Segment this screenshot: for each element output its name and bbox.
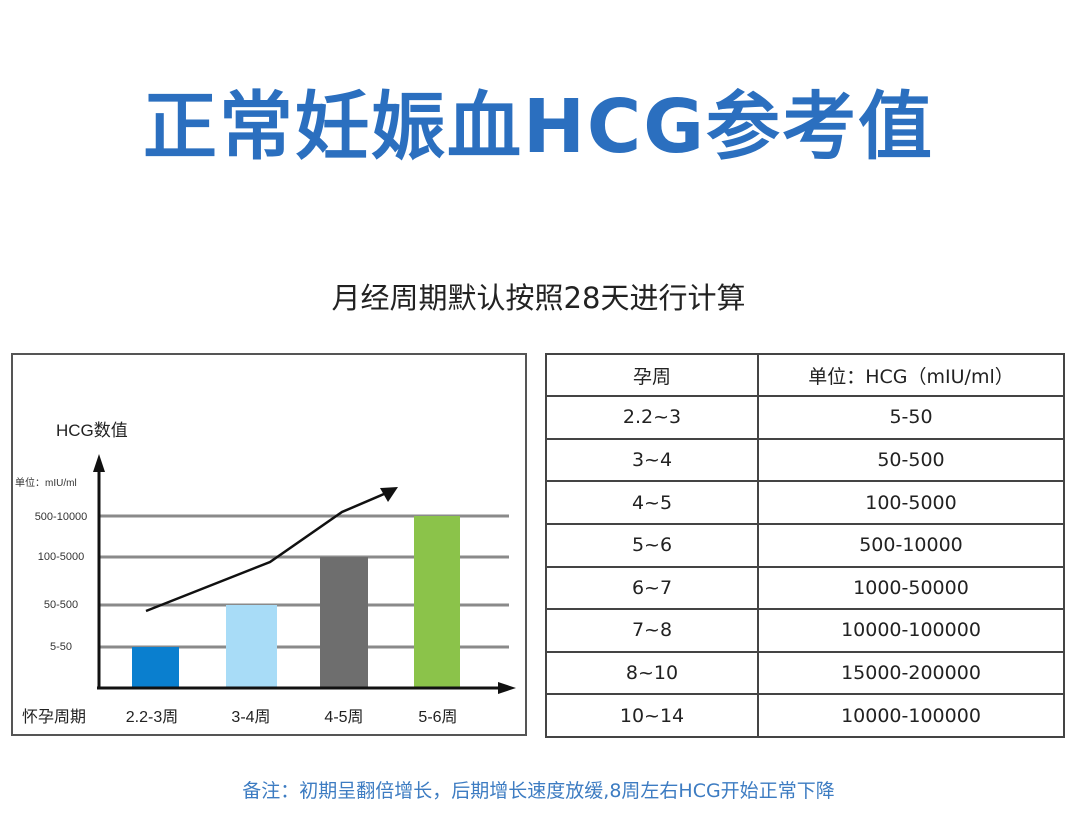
bar-2-2-3 — [132, 647, 179, 688]
cell-week: 3~4 — [545, 437, 759, 483]
y-tick: 500-10000 — [35, 511, 88, 523]
y-tick: 100-5000 — [38, 551, 85, 563]
page-title: 正常妊娠血HCG参考值 — [143, 84, 934, 170]
x-tick: 2.2-3周 — [126, 709, 178, 726]
cell-hcg: 15000-200000 — [757, 650, 1065, 696]
header-week: 孕周 — [545, 353, 759, 397]
y-tick: 5-50 — [50, 641, 72, 653]
cell-week: 2.2~3 — [545, 395, 759, 440]
x-tick: 4-5周 — [324, 709, 363, 726]
header-hcg-unit: 单位：HCG（mIU/ml） — [757, 353, 1065, 397]
page-subtitle: 月经周期默认按照28天进行计算 — [331, 281, 746, 315]
cell-week: 6~7 — [545, 565, 759, 611]
y-axis-title: HCG数值 — [56, 421, 128, 440]
hcg-bar-chart: HCG数值 单位：mIU/ml 500-10000 100-5000 50-50… — [11, 353, 527, 736]
footnote: 备注：初期呈翻倍增长，后期增长速度放缓,8周左右HCG开始正常下降 — [242, 780, 835, 802]
y-tick: 50-500 — [44, 599, 78, 611]
cell-week: 8~10 — [545, 650, 759, 696]
table-row: 8~10 15000-200000 — [545, 650, 1065, 696]
cell-hcg: 1000-50000 — [757, 565, 1065, 611]
cell-hcg: 10000-100000 — [757, 608, 1065, 653]
cell-week: 7~8 — [545, 608, 759, 653]
cell-week: 5~6 — [545, 522, 759, 568]
cell-hcg: 10000-100000 — [757, 693, 1065, 738]
table-row: 3~4 50-500 — [545, 437, 1065, 483]
table-row: 4~5 100-5000 — [545, 480, 1065, 525]
cell-week: 4~5 — [545, 480, 759, 525]
table-row: 5~6 500-10000 — [545, 522, 1065, 568]
x-axis-title: 怀孕周期 — [22, 708, 86, 726]
bar-4-5 — [320, 557, 368, 688]
y-axis-unit: 单位：mIU/ml — [15, 476, 77, 489]
x-tick: 5-6周 — [418, 709, 457, 726]
table-row: 2.2~3 5-50 — [545, 395, 1065, 440]
hcg-reference-table: 孕周 单位：HCG（mIU/ml） 2.2~3 5-50 3~4 50-500 4~… — [545, 353, 1065, 738]
table-row: 10~14 10000-100000 — [545, 693, 1065, 738]
table-header-row: 孕周 单位：HCG（mIU/ml） — [545, 353, 1065, 397]
cell-hcg: 5-50 — [757, 395, 1065, 440]
cell-hcg: 500-10000 — [757, 522, 1065, 568]
cell-hcg: 100-5000 — [757, 480, 1065, 525]
table-row: 6~7 1000-50000 — [545, 565, 1065, 611]
bar-5-6 — [414, 516, 460, 688]
cell-hcg: 50-500 — [757, 437, 1065, 483]
bar-3-4 — [226, 605, 277, 688]
cell-week: 10~14 — [545, 693, 759, 738]
table-row: 7~8 10000-100000 — [545, 608, 1065, 653]
x-tick: 3-4周 — [231, 709, 270, 726]
